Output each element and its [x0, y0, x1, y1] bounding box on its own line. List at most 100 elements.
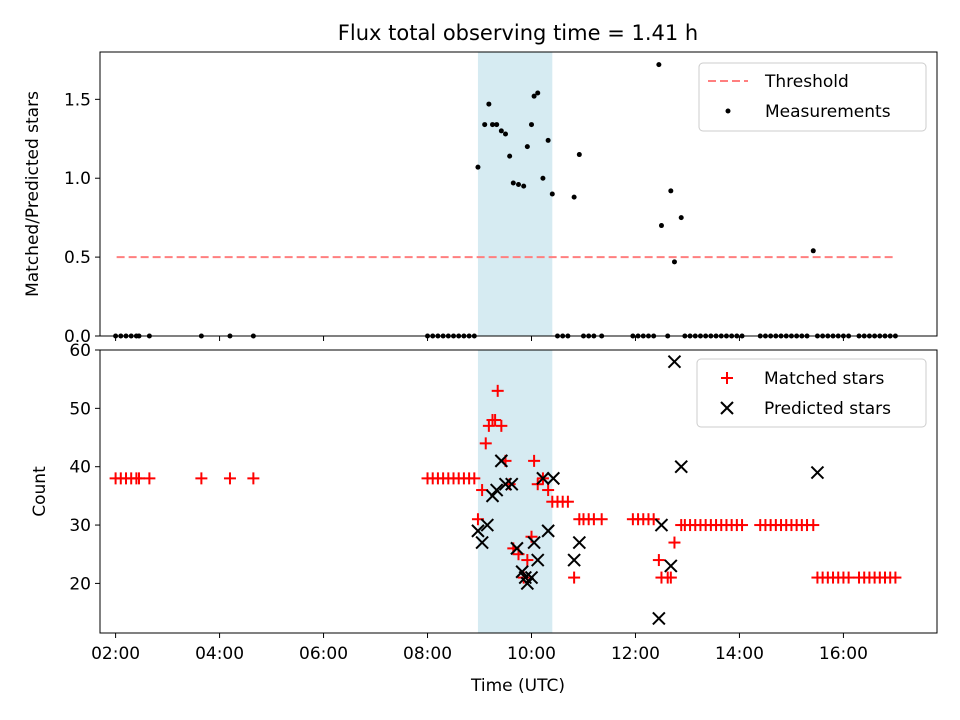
top-y-tick-label: 0.0 [64, 327, 91, 347]
measurement-point [521, 183, 527, 189]
legend-matched-label: Matched stars [764, 369, 884, 389]
measurement-point [482, 122, 488, 128]
measurement-point [678, 215, 684, 221]
measurement-point [507, 153, 513, 159]
matched-star-point [889, 571, 902, 584]
bottom-y-tick-label: 20 [69, 574, 91, 594]
measurement-point [498, 128, 504, 134]
measurement-point [486, 101, 492, 107]
bottom-observing-window-span [477, 350, 553, 633]
measurement-point [494, 122, 500, 128]
predicted-star-point [546, 471, 561, 486]
measurement-point [656, 62, 662, 68]
predicted-star-point [520, 576, 535, 591]
measurement-point [535, 90, 541, 96]
bottom-y-axis-label: Count [30, 466, 50, 517]
top-legend: Threshold Measurements [698, 62, 927, 132]
matched-star-point [736, 519, 749, 532]
bottom-x-ticks: 02:00 04:00 06:00 08:00 10:00 12:00 14:00 16:00 [91, 633, 868, 664]
bottom-y-ticks: 20 30 40 50 60 [69, 341, 100, 594]
predicted-star-point [674, 459, 688, 474]
measurement-point [524, 144, 530, 150]
predicted-star-point [505, 477, 519, 491]
bottom-plot-frame [99, 349, 938, 634]
top-legend-box [698, 62, 927, 132]
x-tick-label: 02:00 [91, 644, 140, 664]
predicted-star-point [485, 489, 500, 503]
measurement-point [576, 152, 582, 158]
matched-star-point [521, 554, 534, 567]
measurement-point [531, 93, 537, 99]
predicted-star-point [527, 535, 541, 550]
predicted-star-point [524, 570, 539, 585]
top-y-tick-label: 1.0 [64, 169, 91, 189]
predicted-star-point [567, 553, 581, 567]
predicted-star-point [475, 535, 489, 550]
predicted-star-point [536, 471, 550, 486]
bottom-legend: Matched stars Predicted stars [696, 358, 927, 428]
matched-star-point [143, 472, 156, 485]
measurement-point [571, 194, 577, 200]
measurement-point [475, 164, 481, 170]
top-y-ticks: 0.0 0.5 1.0 1.5 [64, 90, 100, 347]
measurement-point [810, 248, 816, 254]
matched-star-point [807, 519, 820, 532]
matched-star-point [247, 472, 260, 485]
predicted-star-point [480, 518, 495, 532]
x-tick-label: 04:00 [195, 644, 244, 664]
bottom-y-tick-label: 30 [69, 516, 91, 536]
measurement-point [668, 188, 674, 194]
matched-stars-points [109, 384, 902, 584]
measurement-point [516, 182, 521, 188]
x-tick-label: 16:00 [819, 644, 868, 664]
matched-star-point [668, 536, 681, 549]
predicted-star-point [510, 541, 524, 556]
matched-star-point [195, 472, 208, 485]
predicted-stars-points [471, 354, 825, 626]
measurement-point [545, 137, 551, 143]
predicted-star-point [541, 524, 555, 538]
top-y-tick-label: 0.5 [64, 248, 91, 268]
legend-matched-swatch [721, 372, 733, 384]
top-y-tick-label: 1.5 [64, 90, 91, 110]
matched-star-point [652, 554, 665, 567]
bottom-y-tick-label: 40 [69, 458, 91, 478]
predicted-star-point [572, 535, 587, 550]
predicted-star-point [652, 611, 666, 626]
predicted-star-point [489, 483, 504, 497]
matched-star-point [664, 571, 677, 584]
matched-star-point [476, 484, 489, 497]
predicted-star-point [531, 553, 545, 567]
predicted-star-point [664, 559, 678, 573]
measurement-point [510, 180, 516, 186]
legend-predicted-swatch [720, 401, 734, 415]
top-y-axis-label: Matched/Predicted stars [23, 91, 43, 297]
top-plot-frame [99, 51, 938, 337]
predicted-star-point [498, 477, 513, 491]
matched-star-point [528, 454, 541, 467]
x-tick-label: 14:00 [715, 644, 764, 664]
matched-star-point [468, 472, 481, 485]
bottom-y-tick-label: 60 [69, 341, 91, 361]
measurement-point [549, 191, 555, 197]
x-tick-label: 08:00 [403, 644, 452, 664]
legend-measurements-label: Measurements [765, 102, 891, 122]
predicted-star-point [471, 524, 485, 538]
x-tick-label: 10:00 [507, 644, 556, 664]
measurement-point [503, 131, 509, 137]
legend-measurements-swatch [725, 108, 731, 114]
matched-star-point [568, 571, 581, 584]
predicted-star-point [654, 518, 669, 532]
matched-star-point [132, 472, 145, 485]
measurement-point [658, 223, 664, 229]
matched-star-point [595, 513, 608, 526]
matched-star-point [495, 419, 508, 432]
predicted-star-point [810, 465, 825, 480]
matched-star-point [561, 495, 574, 508]
x-tick-label: 06:00 [299, 644, 348, 664]
chart-title: Flux total observing time = 1.41 h [338, 21, 698, 45]
matched-star-point [647, 513, 660, 526]
matched-star-point [491, 384, 504, 397]
bottom-legend-box [696, 358, 927, 428]
